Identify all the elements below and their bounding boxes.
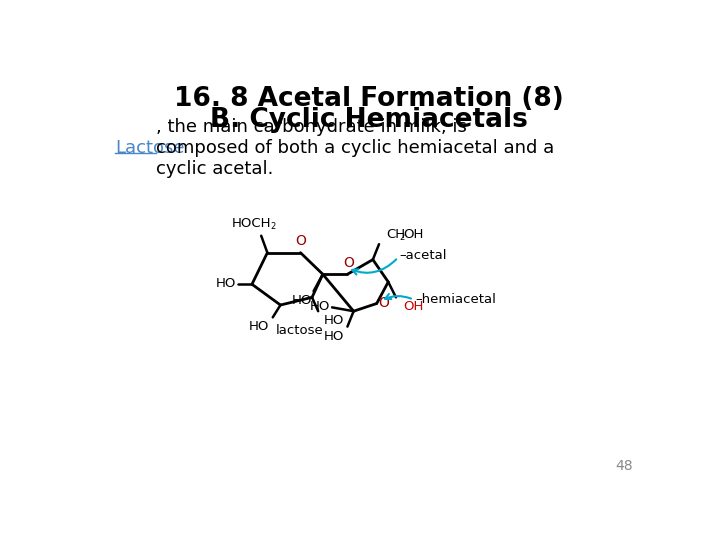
Text: CH: CH [387,228,406,241]
Text: HO: HO [248,320,269,333]
Text: lactose: lactose [276,324,323,337]
Text: , the main carbohydrate in milk, is
composed of both a cyclic hemiacetal and a
c: , the main carbohydrate in milk, is comp… [156,118,554,178]
Text: OH: OH [403,228,423,241]
Text: HO: HO [324,330,344,343]
Text: –hemiacetal: –hemiacetal [415,293,496,306]
Text: HO: HO [216,277,237,290]
Text: O: O [295,234,306,248]
Text: $_2$: $_2$ [270,219,276,232]
Text: 48: 48 [616,459,633,473]
Text: OH: OH [404,300,424,313]
Text: –acetal: –acetal [400,249,447,262]
Text: 16. 8 Acetal Formation (8): 16. 8 Acetal Formation (8) [174,86,564,112]
Text: HO: HO [323,314,344,327]
Text: B. Cyclic Hemiacetals: B. Cyclic Hemiacetals [210,107,528,133]
Text: O: O [343,256,354,271]
Text: O: O [378,296,389,310]
Text: HOCH: HOCH [233,217,271,230]
Text: Lactose: Lactose [115,139,184,157]
Text: HO: HO [310,300,330,313]
Text: HO: HO [292,294,312,307]
Text: $_2$: $_2$ [399,231,405,244]
